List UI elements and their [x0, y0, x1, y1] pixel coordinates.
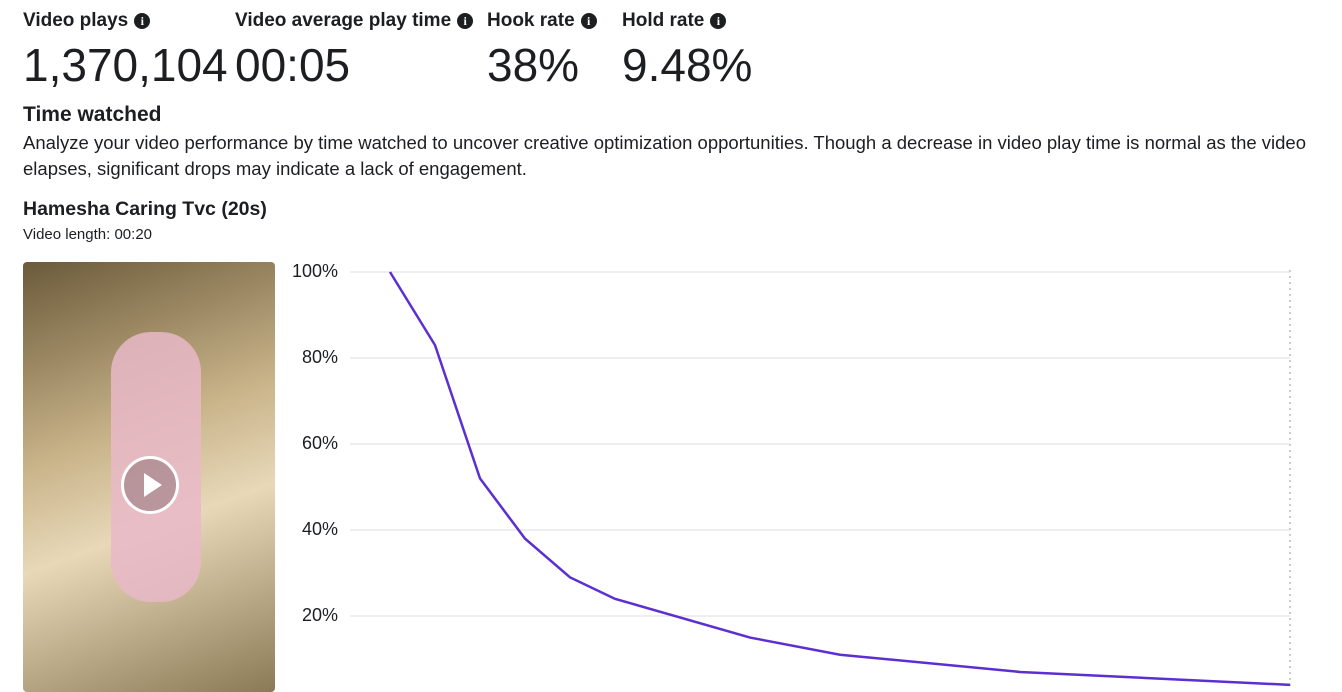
section-title: Time watched	[23, 103, 162, 126]
video-thumbnail[interactable]	[23, 262, 275, 692]
play-button[interactable]	[121, 456, 179, 514]
metric: Hold rate i 9.48%	[622, 10, 752, 92]
play-icon	[144, 473, 162, 497]
metric: Video plays i 1,370,104	[23, 10, 228, 92]
metric-label: Video average play time i	[235, 10, 474, 32]
metric-label-text: Video average play time	[235, 10, 452, 31]
metric: Video average play time i 00:05	[235, 10, 474, 92]
metric-value: 00:05	[235, 39, 351, 91]
metric-value: 9.48%	[622, 39, 753, 91]
info-icon[interactable]: i	[710, 13, 727, 29]
metric-label: Hold rate i	[622, 10, 752, 32]
metric-label-text: Hook rate	[487, 10, 575, 31]
y-tick-label: 80%	[302, 347, 338, 367]
metric-value: 38%	[487, 39, 580, 91]
play-triangle	[144, 473, 162, 497]
video-title: Hamesha Caring Tvc (20s)	[23, 198, 267, 220]
info-icon[interactable]: i	[457, 13, 474, 29]
metric: Hook rate i 38%	[487, 10, 597, 92]
metric-value: 1,370,104	[23, 39, 228, 91]
metric-label: Video plays i	[23, 10, 228, 32]
section-description: Analyze your video performance by time w…	[23, 132, 1307, 179]
metric-label-text: Hold rate	[622, 10, 705, 31]
video-length: Video length: 00:20	[23, 226, 153, 243]
info-icon[interactable]: i	[580, 13, 597, 29]
y-tick-label: 40%	[302, 519, 338, 539]
y-tick-label: 100%	[292, 261, 338, 281]
y-tick-label: 20%	[302, 605, 338, 625]
line	[388, 271, 1291, 687]
metric-label: Hook rate i	[487, 10, 597, 32]
metric-label-text: Video plays	[23, 10, 129, 31]
info-icon[interactable]: i	[134, 13, 151, 29]
y-tick-label: 60%	[302, 433, 338, 453]
